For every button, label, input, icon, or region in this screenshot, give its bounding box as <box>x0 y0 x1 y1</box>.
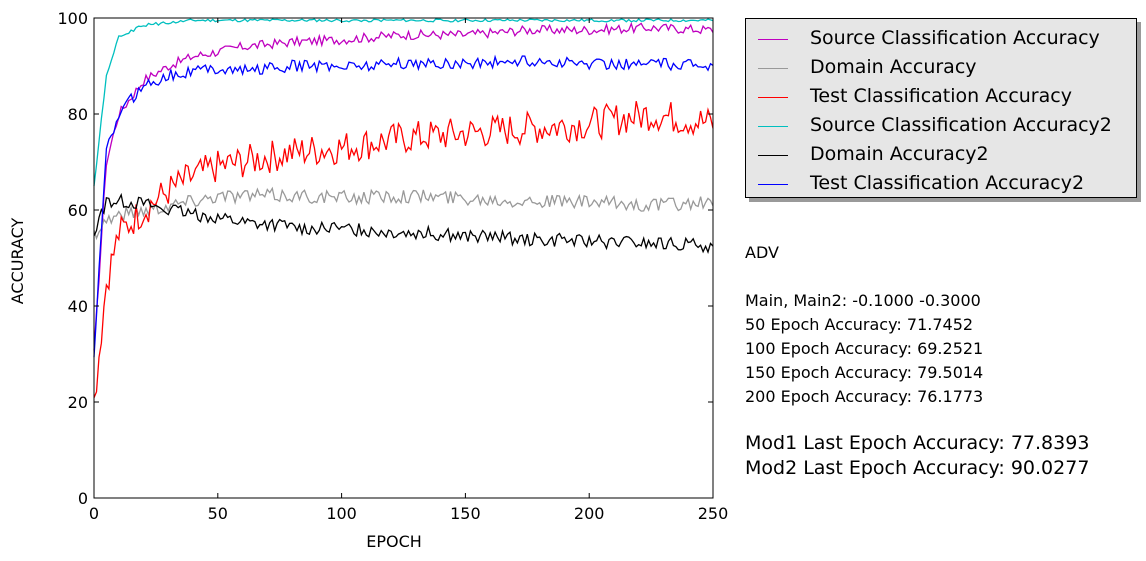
method-label: ADV <box>745 243 779 262</box>
x-tick-label: 200 <box>574 504 605 523</box>
y-tick-label: 0 <box>78 489 88 508</box>
legend-swatch <box>758 126 788 127</box>
legend-item: Source Classification Accuracy <box>746 25 1136 54</box>
epoch-50-accuracy: 50 Epoch Accuracy: 71.7452 <box>745 315 974 334</box>
x-tick-label: 50 <box>208 504 228 523</box>
legend-label: Test Classification Accuracy <box>810 85 1072 107</box>
y-tick-label: 100 <box>57 9 88 28</box>
legend-label: Domain Accuracy <box>810 56 977 78</box>
chart-legend: Source Classification Accuracy Domain Ac… <box>745 18 1137 198</box>
legend-item: Source Classification Accuracy2 <box>746 112 1136 141</box>
legend-item: Test Classification Accuracy2 <box>746 170 1136 199</box>
epoch-100-accuracy: 100 Epoch Accuracy: 69.2521 <box>745 339 984 358</box>
legend-item: Domain Accuracy2 <box>746 141 1136 170</box>
legend-swatch <box>758 184 788 185</box>
y-tick-label: 60 <box>68 201 88 220</box>
main-params-text: Main, Main2: -0.1000 -0.3000 <box>745 291 981 310</box>
x-tick-label: 100 <box>326 504 357 523</box>
y-tick-label: 20 <box>68 393 88 412</box>
x-tick-label: 0 <box>89 504 99 523</box>
series-line <box>93 186 714 241</box>
y-tick-label: 40 <box>68 297 88 316</box>
series-line <box>93 21 714 351</box>
series-line <box>93 54 714 358</box>
legend-item: Domain Accuracy <box>746 54 1136 83</box>
legend-swatch <box>758 97 788 98</box>
mod1-last-accuracy: Mod1 Last Epoch Accuracy: 77.8393 <box>745 432 1090 454</box>
plot-frame <box>93 17 714 499</box>
legend-label: Domain Accuracy2 <box>810 143 989 165</box>
y-tick-label: 80 <box>68 105 88 124</box>
legend-label: Test Classification Accuracy2 <box>810 172 1085 194</box>
series-line <box>93 192 714 254</box>
legend-label: Source Classification Accuracy <box>810 27 1100 49</box>
legend-swatch <box>758 39 788 40</box>
legend-swatch <box>758 68 788 69</box>
x-axis-label: EPOCH <box>366 532 422 551</box>
x-tick-label: 250 <box>698 504 729 523</box>
x-tick-label: 150 <box>450 504 481 523</box>
series-line <box>93 18 714 187</box>
epoch-150-accuracy: 150 Epoch Accuracy: 79.5014 <box>745 363 984 382</box>
legend-label: Source Classification Accuracy2 <box>810 114 1112 136</box>
tick-layer: 0 50 100 150 200 250 0 20 40 60 80 100 <box>57 9 728 523</box>
legend-item: Test Classification Accuracy <box>746 83 1136 112</box>
series-layer <box>93 18 714 399</box>
legend-swatch <box>758 155 788 156</box>
y-axis-label: ACCURACY <box>8 218 27 305</box>
accuracy-chart: 0 50 100 150 200 250 0 20 40 60 80 100 EPOCH ACCURA… <box>8 9 728 551</box>
epoch-200-accuracy: 200 Epoch Accuracy: 76.1773 <box>745 387 984 406</box>
mod2-last-accuracy: Mod2 Last Epoch Accuracy: 90.0277 <box>745 457 1090 479</box>
series-line <box>93 101 714 399</box>
